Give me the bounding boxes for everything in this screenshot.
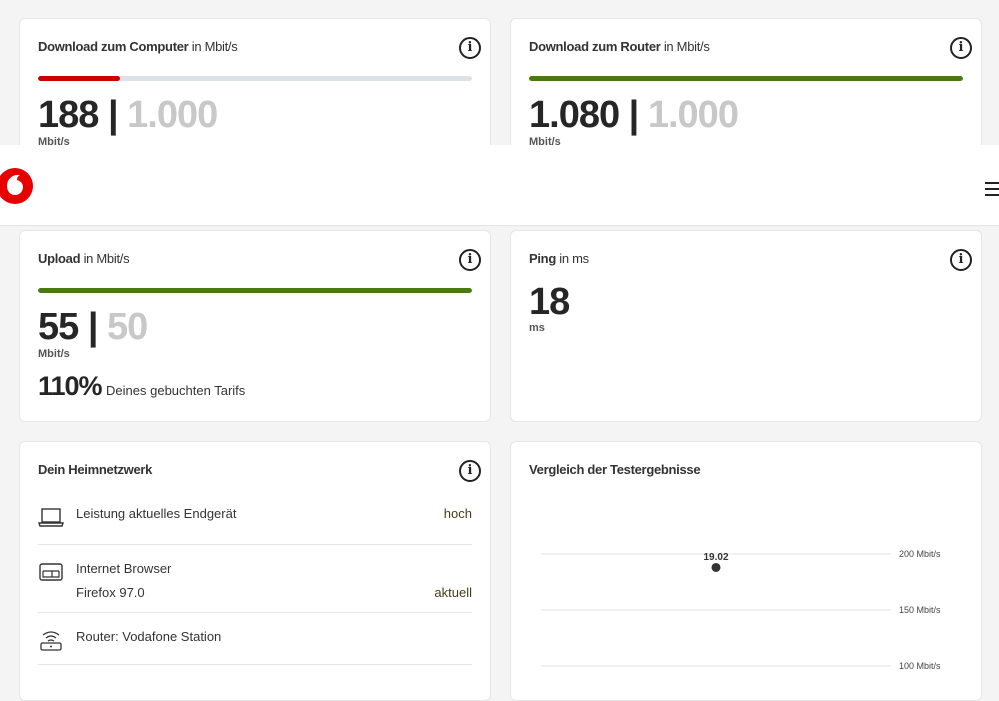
ping-card: Ping in ms i 18 ms	[510, 230, 982, 422]
progress-fill	[529, 76, 963, 81]
progress-bar	[529, 76, 963, 81]
card-title: Download zum Router in Mbit/s	[529, 39, 710, 54]
item-value: aktuell	[434, 585, 472, 600]
unit-label: ms	[529, 322, 545, 334]
speed-value: 55 | 50	[38, 306, 148, 348]
card-title: Ping in ms	[529, 251, 589, 266]
progress-bar	[38, 76, 472, 81]
tariff-percent: 110% Deines gebuchten Tarifs	[38, 371, 246, 401]
info-icon[interactable]: i	[459, 37, 481, 59]
divider	[38, 544, 472, 545]
upload-card: Upload in Mbit/s i 55 | 50 Mbit/s 110% D…	[19, 230, 491, 422]
home-network-card: Dein Heimnetzwerk i Leistung aktuelles E…	[19, 441, 491, 701]
info-icon[interactable]: i	[459, 249, 481, 271]
comparison-chart: 200 Mbit/s 150 Mbit/s 100 Mbit/s 19.02	[541, 549, 941, 671]
card-title: Upload in Mbit/s	[38, 251, 130, 266]
item-label: Leistung aktuelles Endgerät	[76, 506, 237, 521]
progress-bar	[38, 288, 472, 293]
card-title: Download zum Computer in Mbit/s	[38, 39, 238, 54]
info-icon[interactable]: i	[950, 37, 972, 59]
item-label: Router: Vodafone Station	[76, 629, 222, 644]
y-tick-label: 100 Mbit/s	[899, 661, 941, 671]
y-tick-label: 150 Mbit/s	[899, 605, 941, 615]
card-title: Vergleich der Testergebnisse	[529, 462, 701, 477]
speed-value: 188 | 1.000	[38, 94, 218, 136]
info-icon[interactable]: i	[950, 249, 972, 271]
results-comparison-card: Vergleich der Testergebnisse 200 Mbit/s 1…	[510, 441, 982, 701]
vodafone-logo-icon[interactable]	[0, 167, 34, 205]
browser-icon	[39, 563, 63, 581]
y-tick-label: 200 Mbit/s	[899, 549, 941, 559]
item-label: Internet Browser	[76, 561, 172, 576]
unit-label: Mbit/s	[38, 348, 70, 360]
menu-icon[interactable]	[985, 182, 999, 196]
site-header	[0, 145, 999, 226]
progress-fill	[38, 76, 120, 81]
divider	[38, 612, 472, 613]
item-value: hoch	[443, 506, 472, 521]
ping-value: 18	[529, 281, 570, 323]
data-point	[711, 562, 721, 572]
card-title: Dein Heimnetzwerk	[38, 462, 153, 477]
laptop-icon	[38, 508, 64, 527]
progress-fill	[38, 288, 472, 293]
x-label: 19.02	[703, 552, 728, 563]
router-icon	[40, 631, 62, 651]
divider	[38, 664, 472, 665]
item-sublabel: Firefox 97.0	[76, 585, 145, 600]
speed-value: 1.080 | 1.000	[529, 94, 739, 136]
info-icon[interactable]: i	[459, 460, 481, 482]
